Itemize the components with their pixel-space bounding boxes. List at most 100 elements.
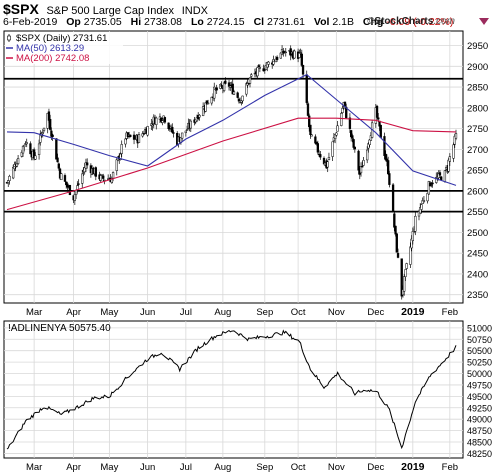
candle-body	[39, 133, 42, 143]
candle-body	[308, 115, 311, 128]
candle-body	[171, 126, 174, 133]
candle-body	[250, 74, 253, 77]
candle-body	[309, 124, 312, 136]
candle-body	[56, 157, 59, 163]
price-y-tick-label: 2500	[467, 228, 488, 239]
triangle-down-icon[interactable]	[479, 18, 489, 25]
candle-body	[395, 233, 398, 253]
candle-body	[49, 119, 52, 130]
adline-x-tick-label: Mar	[26, 462, 42, 473]
candle-body	[345, 106, 348, 119]
candle-body	[220, 84, 223, 87]
candle-body	[34, 155, 37, 160]
price-y-tick-label: 2700	[467, 145, 488, 156]
candle-body	[55, 138, 58, 160]
adline-y-tick-label: 49750	[467, 380, 492, 390]
candle-body	[184, 130, 188, 133]
candle-body	[25, 142, 28, 145]
candle-body	[51, 134, 54, 137]
candle-body	[306, 103, 310, 116]
low-label: Lo	[190, 16, 204, 28]
candle-body	[409, 246, 412, 265]
open-value: 2735.05	[83, 16, 122, 28]
candle-body	[414, 215, 417, 232]
ma200-line	[6, 117, 457, 211]
candle-body	[275, 56, 279, 60]
quote-line: 6-Feb-2019 Op 2735.05 Hi 2738.08 Lo 2724…	[3, 16, 453, 28]
change-value: -6.09 (-0.22%)	[386, 16, 454, 28]
candle-body	[163, 117, 167, 123]
candle-body	[359, 166, 363, 174]
candle-body	[256, 67, 259, 77]
candle-body	[453, 135, 456, 145]
candle-body	[41, 132, 44, 135]
candle-body	[185, 129, 189, 131]
close-label: Cl	[253, 16, 265, 28]
candle-body	[198, 114, 201, 118]
price-x-tick-label: Nov	[328, 307, 345, 318]
candle-body	[155, 117, 158, 125]
candle-body	[403, 276, 406, 292]
candle-body	[362, 160, 365, 166]
candle-body	[257, 65, 260, 67]
candle-body	[343, 101, 347, 107]
candle-body	[314, 136, 317, 144]
candle-body	[279, 52, 282, 59]
volume-value: 2.1B	[332, 16, 354, 28]
candle-body	[327, 157, 331, 160]
candle-body	[42, 127, 46, 131]
candle-body	[284, 51, 287, 54]
candle-body	[68, 184, 72, 195]
candle-body	[241, 95, 244, 102]
candle-body	[21, 145, 25, 154]
adline-x-tick-label: Jun	[140, 462, 155, 473]
candle-body	[181, 132, 184, 139]
candle-body	[50, 130, 53, 137]
index-name: S&P 500 Large Cap Index	[46, 5, 175, 17]
adline-label: !ADLINENYA 50575.40	[8, 323, 111, 334]
candle-body	[357, 150, 360, 171]
price-y-tick-label: 2900	[467, 62, 488, 73]
candle-body	[102, 175, 105, 179]
candle-body	[377, 117, 380, 120]
candle-body	[388, 173, 391, 185]
candle-body	[366, 149, 369, 161]
price-x-tick-label: Feb	[442, 307, 458, 318]
ma50-line	[6, 73, 457, 186]
adline-x-tick-label: Oct	[291, 462, 306, 473]
legend-ma50: MA(50) 2613.29	[16, 43, 84, 54]
price-x-tick-label: Mar	[26, 307, 42, 318]
adline-x-tick-label: Jul	[180, 462, 192, 473]
candle-body	[400, 258, 403, 297]
candle-body	[137, 134, 141, 143]
candle-body	[240, 100, 243, 103]
candle-body	[411, 231, 414, 241]
candle-body	[316, 143, 319, 153]
candle-body	[103, 179, 106, 182]
candle-body	[387, 160, 390, 175]
candle-body	[23, 144, 26, 148]
candle-body	[452, 144, 455, 159]
candle-body	[15, 163, 19, 167]
high-value: 2738.08	[144, 16, 183, 28]
candle-body	[300, 53, 303, 66]
adline-x-tick-label: May	[100, 462, 118, 473]
price-x-tick-label: Jul	[180, 307, 192, 318]
price-x-tick-label: Apr	[66, 307, 81, 318]
chart-title: $SPX S&P 500 Large Cap Index INDX	[3, 1, 208, 17]
candle-body	[231, 83, 234, 95]
candle-body	[361, 165, 364, 168]
candle-body	[258, 67, 262, 69]
quote-date: 6-Feb-2019	[3, 16, 58, 28]
legend-candle-icon-body	[7, 35, 11, 41]
candle-body	[348, 117, 352, 129]
candle-body	[396, 253, 400, 258]
adline-y-tick-label: 51000	[467, 323, 492, 333]
candle-body	[77, 183, 80, 185]
candle-body	[57, 163, 60, 169]
candle-body	[206, 102, 210, 105]
candle-body	[189, 120, 192, 129]
low-value: 2724.15	[206, 16, 245, 28]
